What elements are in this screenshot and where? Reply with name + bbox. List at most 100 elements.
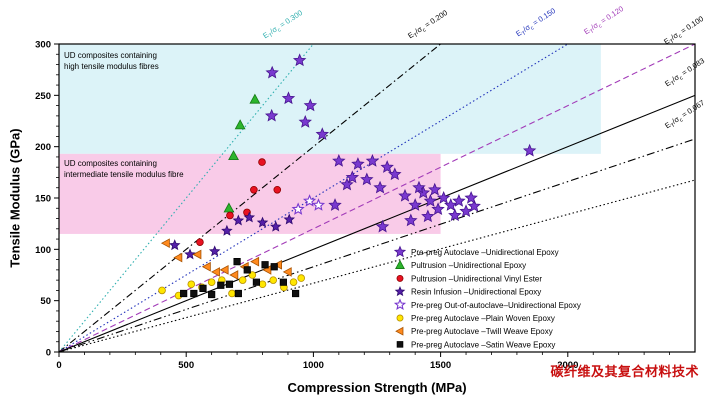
annotation-line: UD composites containing	[64, 51, 157, 60]
marker-resin-infusion	[232, 214, 245, 226]
marker-prepreg-plain-woven	[258, 280, 267, 289]
x-tick-label: 500	[178, 360, 194, 371]
annotation-line: UD composites containing	[64, 159, 157, 168]
ratio-line-label: ET/σc = 0.100	[662, 14, 706, 48]
marker-prepreg-satin-weave	[279, 278, 287, 286]
marker-pultrusion-vinyl-ester	[273, 185, 282, 194]
marker-prepreg-autoclave-ud	[467, 199, 481, 212]
marker-prepreg-satin-weave	[270, 263, 278, 271]
marker-prepreg-twill-weave	[282, 267, 292, 277]
y-tick-label: 250	[35, 91, 51, 102]
y-tick-label: 200	[35, 142, 51, 153]
marker-prepreg-twill-weave	[229, 270, 239, 280]
marker-prepreg-satin-weave	[208, 290, 216, 299]
marker-pultrusion-epoxy	[228, 150, 239, 161]
marker-prepreg-autoclave-ud	[365, 153, 380, 167]
marker-prepreg-autoclave-ud	[332, 153, 346, 167]
legend-label: Pre-preg Autoclave –Twill Weave Epoxy	[411, 327, 553, 336]
x-tick-label: 1000	[303, 360, 324, 371]
marker-resin-infusion	[208, 245, 221, 257]
annotation-line: intermediate tensile modulus fibre	[64, 170, 184, 179]
y-axis-title: Tensile Modulus (GPa)	[7, 128, 23, 268]
ratio-line-0.2	[58, 43, 441, 353]
series-prepreg-twill-weave	[160, 238, 292, 280]
ratio-line-label: ET/σc = 0.120	[582, 4, 626, 38]
marker-pultrusion-vinyl-ester	[196, 238, 204, 246]
marker-prepreg-autoclave-ud	[444, 198, 458, 211]
marker-prepreg-autoclave-ud	[388, 167, 402, 181]
marker-prepreg-twill-weave	[210, 267, 220, 277]
y-tick-label: 300	[35, 40, 51, 51]
marker-prepreg-plain-woven	[297, 274, 305, 282]
marker-prepreg-autoclave-ud	[436, 190, 451, 204]
marker-prepreg-autoclave-ud	[298, 114, 312, 128]
marker-prepreg-autoclave-ud	[448, 208, 462, 222]
marker-pultrusion-epoxy	[395, 259, 405, 269]
legend-item-pultrusion-epoxy: Pultrusion –Unidirectional Epoxy	[395, 259, 526, 270]
y-tick-label: 50	[40, 296, 51, 307]
marker-prepreg-autoclave-ud	[373, 180, 387, 194]
intermediate-tensile-modulus-region	[59, 153, 441, 234]
marker-prepreg-twill-weave	[160, 238, 170, 249]
ratio-line-0.15	[58, 43, 569, 353]
legend-label: Pre-preg Out-of-autoclave–Unidirectional…	[411, 301, 581, 310]
ratio-line-0.12	[58, 43, 696, 353]
marker-prepreg-autoclave-ud	[380, 160, 394, 173]
series-resin-infusion	[169, 211, 295, 260]
y-tick-label: 100	[35, 245, 51, 256]
ratio-line-0.067	[58, 179, 696, 353]
y-tick-label: 150	[35, 194, 51, 205]
marker-prepreg-autoclave-ud	[292, 53, 307, 67]
marker-prepreg-autoclave-ud	[393, 245, 407, 258]
marker-prepreg-autoclave-ud	[375, 219, 390, 233]
marker-prepreg-autoclave-ud	[398, 188, 412, 202]
marker-prepreg-plain-woven	[396, 314, 404, 322]
series-pultrusion-vinyl-ester	[196, 158, 282, 246]
marker-prepreg-twill-weave	[219, 265, 229, 275]
marker-prepreg-satin-weave	[217, 281, 225, 289]
marker-pultrusion-vinyl-ester	[250, 185, 258, 194]
high-tensile-modulus-region	[59, 44, 601, 154]
marker-prepreg-satin-weave	[180, 289, 188, 298]
marker-resin-infusion	[169, 239, 181, 251]
marker-prepreg-autoclave-ud	[423, 194, 438, 207]
legend-item-prepreg-out-of-autoclave: Pre-preg Out-of-autoclave–Unidirectional…	[393, 298, 581, 310]
marker-prepreg-autoclave-ud	[351, 157, 365, 170]
marker-prepreg-plain-woven	[269, 276, 278, 284]
legend-item-prepreg-autoclave-ud: Pre-preg Autoclave –Unidirectional Epoxy	[393, 245, 559, 258]
marker-prepreg-out-of-autoclave	[393, 298, 407, 310]
legend-item-resin-infusion: Resin Infusion –Unidirectional Epoxy	[394, 286, 541, 297]
ratio-line-label: ET/σc = 0.150	[514, 6, 558, 40]
marker-prepreg-autoclave-ud	[303, 98, 318, 112]
marker-prepreg-autoclave-ud	[428, 182, 442, 196]
marker-prepreg-autoclave-ud	[464, 190, 478, 204]
ratio-line-label: ET/σc = 0.300	[261, 8, 305, 42]
marker-prepreg-autoclave-ud	[452, 194, 466, 207]
legend-item-prepreg-plain-woven: Pre-preg Autoclave –Plain Woven Epoxy	[396, 314, 555, 323]
marker-resin-infusion	[243, 211, 256, 223]
marker-prepreg-satin-weave	[243, 266, 251, 274]
x-tick-label: 2000	[557, 360, 578, 371]
shaded-bands	[59, 44, 601, 234]
legend-label: Resin Infusion –Unidirectional Epoxy	[411, 288, 541, 297]
marker-prepreg-twill-weave	[250, 256, 260, 267]
marker-prepreg-autoclave-ud	[328, 198, 342, 211]
marker-prepreg-out-of-autoclave	[311, 198, 326, 211]
ratio-lines	[58, 43, 696, 353]
marker-prepreg-autoclave-ud	[340, 177, 354, 191]
annotation-line: high tensile modulus fibres	[64, 62, 159, 71]
marker-prepreg-autoclave-ud	[265, 65, 279, 79]
annotation-intermediate-modulus: UD composites containing intermediate te…	[64, 158, 184, 180]
marker-prepreg-twill-weave	[201, 261, 211, 272]
marker-prepreg-plain-woven	[187, 280, 196, 289]
marker-resin-infusion	[283, 213, 295, 225]
marker-resin-infusion	[256, 216, 269, 228]
marker-prepreg-satin-weave	[396, 341, 404, 348]
marker-pultrusion-vinyl-ester	[258, 158, 266, 166]
marker-prepreg-plain-woven	[228, 289, 236, 298]
legend: Pre-preg Autoclave –Unidirectional Epoxy…	[393, 245, 581, 349]
y-tick-label: 0	[46, 348, 51, 359]
marker-prepreg-twill-weave	[192, 249, 202, 260]
series-prepreg-out-of-autoclave	[291, 194, 326, 215]
